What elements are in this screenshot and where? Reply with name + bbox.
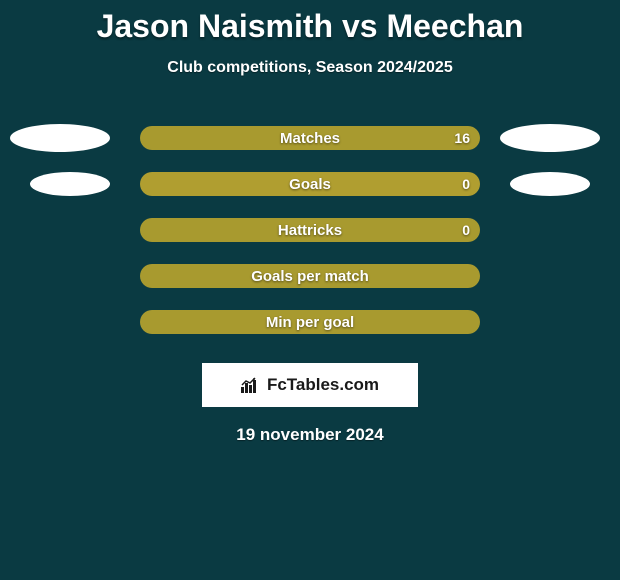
stat-label: Goals — [289, 176, 331, 193]
stat-bar-goals: Goals 0 — [140, 172, 480, 196]
source-banner[interactable]: FcTables.com — [202, 363, 418, 407]
stat-label: Min per goal — [266, 314, 354, 331]
stat-value-right: 0 — [462, 222, 470, 238]
player-left-avatar — [30, 172, 110, 196]
stat-bar-min-per-goal: Min per goal — [140, 310, 480, 334]
stat-label: Matches — [280, 130, 340, 147]
subtitle: Club competitions, Season 2024/2025 — [0, 59, 620, 77]
stat-value-right: 0 — [462, 176, 470, 192]
stats-container: Matches 16 Goals 0 Hattricks 0 Goals per… — [0, 115, 620, 345]
banner-text: FcTables.com — [267, 375, 379, 395]
stat-row-goals: Goals 0 — [0, 161, 620, 207]
stat-label: Goals per match — [251, 268, 369, 285]
page-title: Jason Naismith vs Meechan — [0, 0, 620, 45]
stat-bar-goals-per-match: Goals per match — [140, 264, 480, 288]
stat-bar-matches: Matches 16 — [140, 126, 480, 150]
stat-row-min-per-goal: Min per goal — [0, 299, 620, 345]
stat-row-hattricks: Hattricks 0 — [0, 207, 620, 253]
player-right-avatar — [500, 124, 600, 152]
stat-row-matches: Matches 16 — [0, 115, 620, 161]
stat-value-right: 16 — [454, 130, 470, 146]
banner-chart-icon — [241, 377, 261, 393]
player-right-avatar — [510, 172, 590, 196]
stat-bar-hattricks: Hattricks 0 — [140, 218, 480, 242]
stat-label: Hattricks — [278, 222, 342, 239]
date-text: 19 november 2024 — [0, 425, 620, 445]
stat-row-goals-per-match: Goals per match — [0, 253, 620, 299]
player-left-avatar — [10, 124, 110, 152]
